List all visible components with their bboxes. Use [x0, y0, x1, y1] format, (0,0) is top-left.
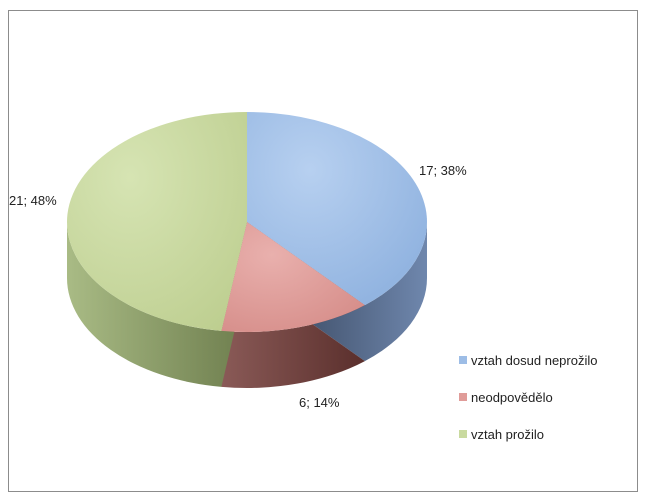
slice-vztah-dosud-neprozilo[interactable]	[247, 112, 428, 306]
legend-swatch-neodpovedelo	[459, 393, 467, 401]
data-label-vztah-prozilo: 21; 48%	[9, 193, 57, 208]
data-label-neodpovedelo: 6; 14%	[299, 395, 340, 410]
legend-swatch-vztah-prozilo	[459, 430, 467, 438]
legend: vztah dosud neprožilo neodpovědělo vztah…	[459, 353, 597, 442]
legend-label-neodpovedelo: neodpovědělo	[471, 390, 553, 405]
slice-side-vztah-prozilo	[67, 222, 247, 387]
chart-frame: 17; 38% 6; 14% 21; 48% vztah dosud nepro…	[8, 10, 638, 492]
pie-chart: 17; 38% 6; 14% 21; 48% vztah dosud nepro…	[9, 112, 597, 442]
slice-vztah-prozilo[interactable]	[66, 112, 248, 331]
data-label-vztah-dosud-neprozilo: 17; 38%	[419, 163, 467, 178]
legend-label-vztah-dosud-neprozilo: vztah dosud neprožilo	[471, 353, 597, 368]
legend-label-vztah-prozilo: vztah prožilo	[471, 427, 544, 442]
legend-swatch-vztah-dosud-neprozilo	[459, 356, 467, 364]
slice-neodpovedelo[interactable]	[221, 222, 365, 333]
